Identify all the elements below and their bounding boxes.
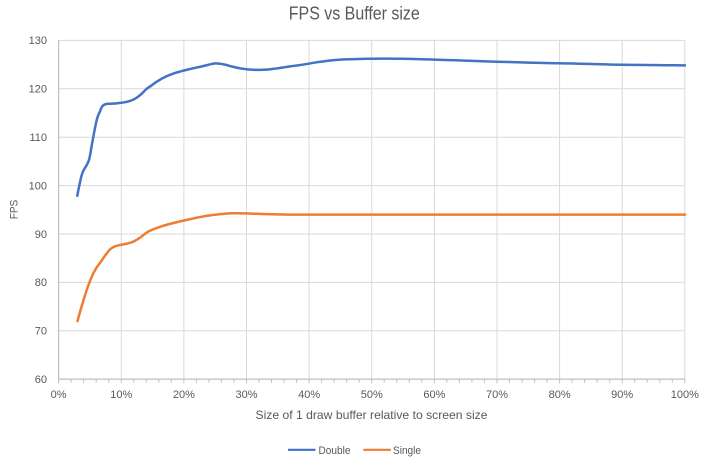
svg-text:90%: 90% bbox=[611, 389, 633, 401]
svg-text:Double: Double bbox=[319, 445, 351, 457]
svg-text:60%: 60% bbox=[423, 389, 445, 401]
svg-text:60: 60 bbox=[35, 374, 47, 386]
svg-text:120: 120 bbox=[29, 84, 47, 96]
svg-text:90: 90 bbox=[35, 229, 47, 241]
svg-text:0%: 0% bbox=[51, 389, 67, 401]
svg-text:Size of 1 draw buffer relative: Size of 1 draw buffer relative to screen… bbox=[256, 408, 488, 422]
svg-text:50%: 50% bbox=[361, 389, 383, 401]
svg-text:80: 80 bbox=[35, 277, 47, 289]
svg-text:70: 70 bbox=[35, 326, 47, 338]
svg-text:100%: 100% bbox=[671, 389, 699, 401]
svg-text:10%: 10% bbox=[110, 389, 132, 401]
svg-text:110: 110 bbox=[29, 132, 47, 144]
svg-text:100: 100 bbox=[29, 180, 47, 192]
svg-text:130: 130 bbox=[29, 35, 47, 47]
svg-text:FPS: FPS bbox=[9, 200, 21, 220]
svg-text:20%: 20% bbox=[173, 389, 195, 401]
svg-text:70%: 70% bbox=[486, 389, 508, 401]
svg-text:Single: Single bbox=[393, 445, 421, 457]
svg-text:FPS vs Buffer size: FPS vs Buffer size bbox=[289, 4, 420, 24]
svg-text:40%: 40% bbox=[298, 389, 320, 401]
svg-text:30%: 30% bbox=[235, 389, 257, 401]
svg-text:80%: 80% bbox=[549, 389, 571, 401]
